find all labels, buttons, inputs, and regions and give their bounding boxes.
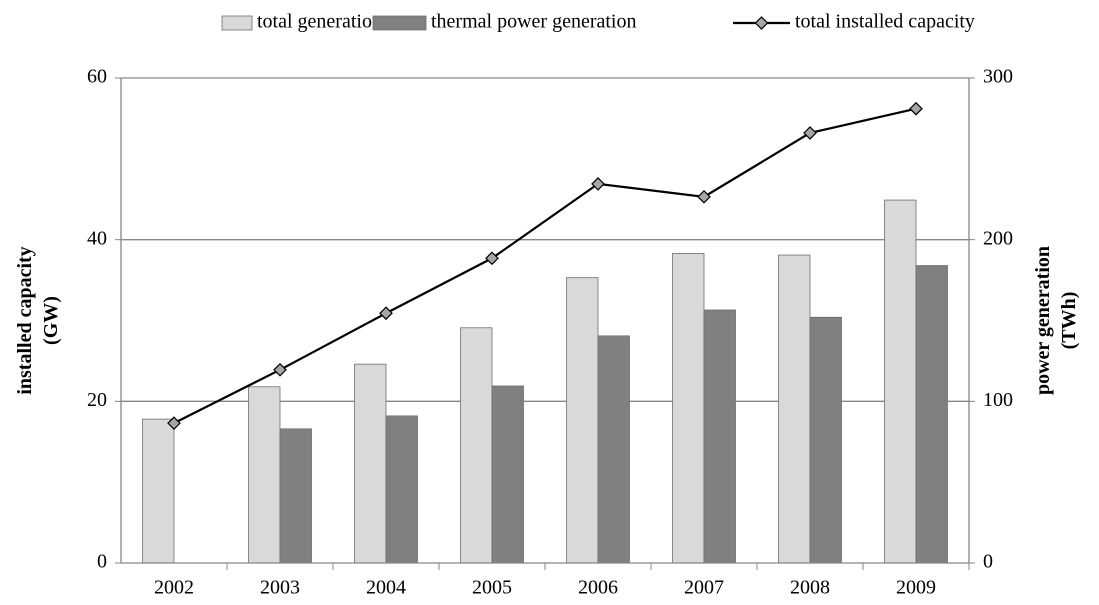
x-tick-label: 2002 [154, 577, 194, 599]
line [173, 107, 917, 425]
x-tick-label: 2007 [684, 577, 724, 599]
y-axis-title-line: installed capacity [14, 246, 36, 394]
y-tick-label: 20 [87, 389, 107, 411]
y-tick-label: 60 [87, 66, 107, 88]
marker [697, 189, 711, 204]
x-tick-label: 2004 [366, 577, 406, 599]
marker [803, 126, 817, 140]
legend-swatch [372, 15, 427, 31]
bar [597, 335, 630, 564]
y-axis-title: installed capacity (GW) [14, 246, 62, 394]
bar [703, 309, 736, 564]
legend-label: total generation [257, 11, 382, 33]
y2-axis-title-line: (TWh) [1058, 292, 1080, 350]
bar [491, 385, 524, 564]
bar [672, 253, 705, 564]
bar [778, 254, 811, 564]
marker [167, 416, 181, 431]
y2-tick-label: 0 [983, 551, 993, 573]
bar [354, 363, 387, 564]
y-axis-title-line: (GW) [40, 296, 62, 345]
legend-label: thermal power generation [431, 11, 636, 33]
y-tick-label: 40 [87, 227, 107, 249]
bar [460, 327, 493, 564]
y2-tick-label: 100 [983, 389, 1013, 411]
x-tick-label: 2008 [790, 577, 830, 599]
bar [809, 316, 842, 564]
x-tick-label: 2005 [472, 577, 512, 599]
legend-marker [754, 16, 769, 30]
bar [279, 428, 312, 564]
bar [915, 265, 948, 564]
marker [273, 362, 287, 377]
y-tick-label: 0 [97, 551, 107, 573]
marker [485, 251, 499, 266]
bar [142, 418, 175, 564]
legend-label: total installed capacity [795, 11, 975, 33]
y2-tick-label: 300 [983, 66, 1013, 88]
y2-axis-title: power generation (TWh) [1032, 246, 1080, 395]
bar [385, 415, 418, 564]
x-tick-label: 2009 [896, 577, 936, 599]
marker [591, 177, 605, 191]
legend-swatch [221, 15, 253, 31]
x-tick-label: 2003 [260, 577, 300, 599]
bar [884, 199, 917, 564]
x-tick-label: 2006 [578, 577, 618, 599]
y2-tick-label: 200 [983, 227, 1013, 249]
y2-axis-title-line: power generation [1032, 246, 1054, 395]
marker [909, 101, 923, 116]
marker [379, 306, 393, 321]
bar [566, 277, 599, 564]
bar [248, 386, 281, 564]
